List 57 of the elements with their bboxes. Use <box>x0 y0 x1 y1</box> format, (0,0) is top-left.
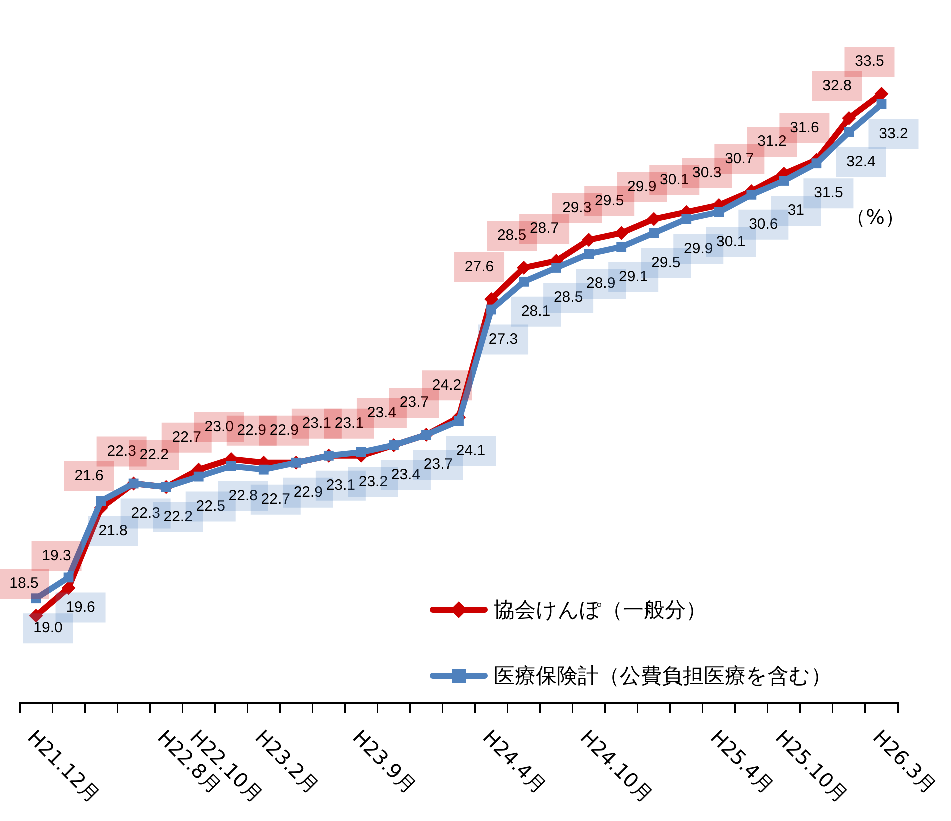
data-label: 31.6 <box>790 119 820 136</box>
data-label: 24.1 <box>456 442 486 460</box>
data-label: 33.5 <box>855 53 884 70</box>
data-label: 30.3 <box>692 164 722 182</box>
data-label: 27.6 <box>464 258 494 276</box>
data-label: 30.6 <box>749 216 778 234</box>
data-label: 23.1 <box>334 415 364 432</box>
data-label: 22.7 <box>261 490 290 508</box>
data-label: 29.5 <box>652 254 681 272</box>
data-label: 18.5 <box>10 575 39 592</box>
data-label: 22.2 <box>140 446 169 464</box>
data-label: 23.1 <box>302 415 332 432</box>
data-label: 23.7 <box>400 394 430 412</box>
legend-label: 医療保険計（公費負担医療を含む） <box>494 663 832 690</box>
data-label: 32.4 <box>846 153 876 170</box>
data-label: 32.8 <box>822 78 852 94</box>
data-label: 19.3 <box>42 547 72 564</box>
data-label: 30.7 <box>725 150 754 168</box>
data-label: 28.1 <box>521 303 551 320</box>
legend-label: 協会けんぽ（一般分） <box>494 597 707 624</box>
data-label: 23.4 <box>391 466 421 484</box>
data-label: 28.5 <box>554 289 584 306</box>
annotation: （%） <box>846 204 906 231</box>
data-label: 29.9 <box>684 240 714 258</box>
data-label: 23.7 <box>424 456 454 474</box>
data-label: 29.5 <box>594 192 624 210</box>
data-label: 22.7 <box>172 428 202 446</box>
data-label: 19.6 <box>66 598 96 616</box>
data-label: 22.9 <box>270 422 300 440</box>
data-label: 24.2 <box>432 376 462 394</box>
data-label: 27.3 <box>488 330 518 348</box>
data-label: 22.5 <box>196 498 226 515</box>
data-label: 31.5 <box>814 184 844 202</box>
data-label: 22.8 <box>228 488 258 504</box>
data-label: 22.9 <box>294 484 324 502</box>
data-label: 28.9 <box>586 275 616 292</box>
data-label: 28.7 <box>530 220 560 238</box>
data-label: 23.2 <box>358 474 388 491</box>
data-label: 29.1 <box>618 268 648 286</box>
data-label: 21.6 <box>74 467 104 484</box>
data-label: 30.1 <box>660 171 690 188</box>
data-label: 31.2 <box>758 133 787 150</box>
data-label: 23.4 <box>367 404 397 422</box>
data-label: 31 <box>788 202 805 220</box>
data-label: 22.9 <box>237 422 266 440</box>
data-label: 23.1 <box>326 477 356 494</box>
data-label: 23.0 <box>204 418 234 436</box>
data-label: 22.3 <box>107 442 136 460</box>
data-label: 29.9 <box>628 178 657 196</box>
data-label: 30.1 <box>716 233 746 250</box>
data-label: 22.2 <box>164 508 193 526</box>
data-label: 28.5 <box>497 227 527 244</box>
data-label: 33.2 <box>879 126 908 143</box>
data-label: 19.0 <box>34 620 63 637</box>
data-label: 21.8 <box>98 522 128 540</box>
data-label: 22.3 <box>131 504 160 522</box>
data-label: 29.3 <box>562 199 592 216</box>
